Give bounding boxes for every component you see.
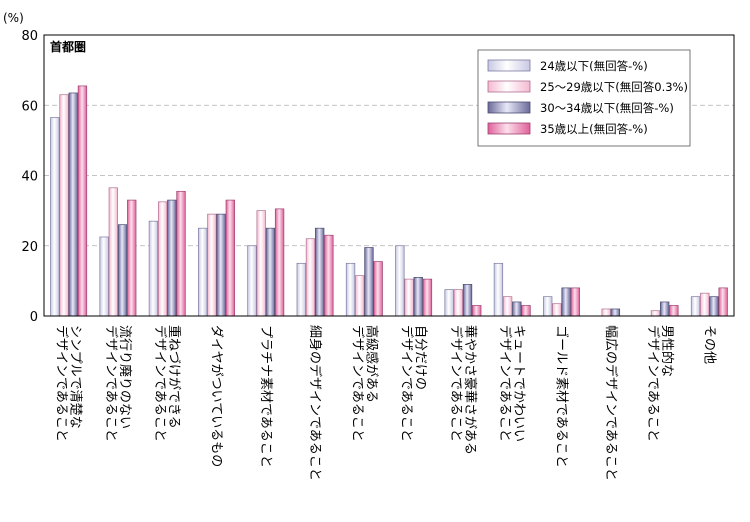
category-label: 男性的な [659, 325, 675, 377]
bar [444, 289, 454, 317]
bar [247, 245, 257, 317]
category-label: 華やかさ豪華さがある [462, 325, 478, 455]
bar [305, 238, 316, 317]
bar [650, 310, 661, 317]
bar [256, 210, 266, 317]
legend: 24歳以下(無回答-%) 25〜29歳以下(無回答0.3%) 30〜34歳以下(無回… [477, 49, 691, 147]
bars [50, 85, 728, 317]
bar [610, 308, 621, 317]
bar [216, 213, 226, 317]
category-label: デザインであること [152, 325, 168, 442]
category-label: 幅広のデザインであること [603, 325, 619, 481]
category-label: プラチナ素材であること [258, 325, 273, 468]
bar [543, 296, 553, 317]
bar [512, 301, 522, 317]
plot-frame [43, 34, 735, 317]
bar [690, 296, 701, 317]
bar [117, 224, 128, 317]
y-tick-label: 0 [30, 310, 38, 325]
bar [148, 220, 159, 317]
category-label: ダイヤがついているもの [209, 325, 224, 467]
bar [59, 94, 69, 317]
legend-swatch [487, 59, 531, 72]
bar [700, 292, 710, 317]
bar [502, 296, 513, 317]
legend-entry: 24歳以下(無回答-%) [540, 59, 648, 73]
bar [422, 278, 433, 317]
category-label: デザインであること [497, 325, 513, 442]
bar [176, 190, 186, 317]
bar [462, 284, 473, 317]
legend-swatch [487, 80, 531, 93]
category-label: デザインであること [448, 325, 464, 442]
legend-swatch [487, 122, 531, 135]
category-label: 細身のデザインであること [307, 325, 323, 481]
bar [315, 227, 325, 317]
bar [198, 227, 208, 317]
category-label: デザインであること [54, 325, 70, 442]
category-label: シンプルで清楚な [68, 325, 83, 429]
legend-entry: 30〜34歳以下(無回答-%) [540, 101, 674, 115]
bar [472, 305, 482, 317]
category-label: 高級感がある [363, 325, 379, 403]
bar [167, 199, 177, 317]
category-label: デザインであること [103, 325, 119, 442]
bar [50, 117, 60, 317]
region-label: 首都圏 [50, 39, 86, 54]
bar [561, 287, 571, 317]
bar [718, 287, 728, 317]
bar [373, 261, 383, 317]
bar [364, 247, 374, 317]
legend-swatch [487, 101, 531, 114]
bar [570, 287, 580, 317]
y-tick-label: 60 [21, 99, 38, 114]
bar [225, 199, 235, 317]
category-label: その他 [701, 325, 716, 364]
bar [601, 308, 611, 317]
category-label: 重ねづけができる [166, 325, 182, 429]
bar [453, 289, 463, 317]
category-label: デザインであること [349, 325, 365, 442]
bar [207, 213, 217, 317]
category-label: 流行り廃りのない [117, 325, 133, 429]
y-unit-label: (%) [3, 11, 24, 25]
axes: (%) 首都圏 0 20 40 60 80 [3, 11, 735, 325]
category-label: ゴールド素材であること [554, 325, 570, 468]
category-label: デザインであること [645, 325, 661, 442]
bar [493, 262, 504, 317]
category-label: デザインであること [399, 325, 415, 442]
bar [157, 201, 168, 317]
legend-entry: 25〜29歳以下(無回答0.3%) [540, 80, 688, 94]
bar [404, 278, 414, 317]
bar [660, 301, 670, 317]
bar [99, 236, 109, 317]
y-tick-label: 80 [21, 29, 38, 44]
bar [68, 92, 78, 317]
bar [324, 234, 334, 317]
bar [77, 85, 88, 317]
bar [274, 208, 285, 317]
bar [552, 303, 562, 317]
y-tick-label: 40 [21, 170, 38, 185]
bar [265, 227, 276, 317]
bar [296, 262, 306, 317]
bar [521, 305, 531, 317]
category-label: キュートでかわいい [511, 325, 526, 442]
bar [709, 296, 719, 317]
bar [355, 275, 365, 317]
bar [413, 277, 423, 317]
bar [345, 262, 356, 317]
legend-entry: 35歳以上(無回答-%) [540, 122, 648, 136]
bar [108, 187, 118, 317]
bar [669, 305, 679, 317]
bar [127, 199, 137, 317]
bar [395, 245, 405, 317]
y-tick-label: 20 [21, 240, 38, 255]
category-label: 自分だけの [413, 325, 428, 390]
